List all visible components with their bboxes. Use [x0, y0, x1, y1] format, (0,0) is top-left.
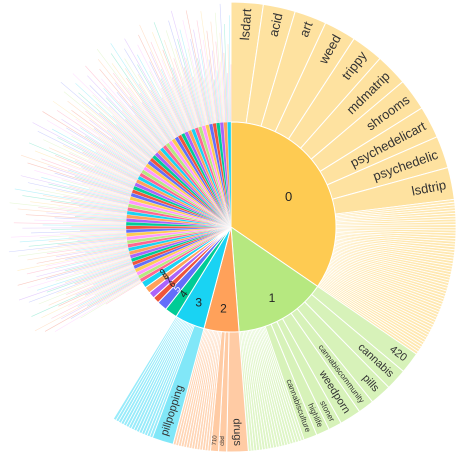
outer-spoke — [186, 58, 204, 126]
outer-sector-label: cbd — [220, 436, 226, 446]
inner-sector-label: 2 — [220, 302, 227, 316]
outer-spoke — [43, 225, 126, 226]
inner-sector-label: 0 — [285, 189, 292, 204]
inner-sector-label: 1 — [269, 291, 276, 305]
outer-spoke — [138, 74, 176, 137]
inner-sector-label: 3 — [195, 295, 202, 309]
outer-spoke — [41, 272, 136, 317]
outer-spoke — [29, 237, 127, 246]
outer-spoke — [35, 276, 138, 331]
outer-spoke — [152, 32, 191, 130]
outer-spoke — [97, 280, 141, 305]
outer-sector-label: lsdart — [237, 8, 254, 41]
outer-spoke — [138, 45, 183, 134]
outer-sector-label: 710 — [212, 435, 219, 446]
outer-sector-label: drugs — [231, 418, 244, 446]
outer-spoke — [22, 228, 126, 229]
outer-spoke — [229, 15, 230, 122]
inner-ring — [126, 122, 336, 332]
outer-spoke — [98, 59, 166, 145]
